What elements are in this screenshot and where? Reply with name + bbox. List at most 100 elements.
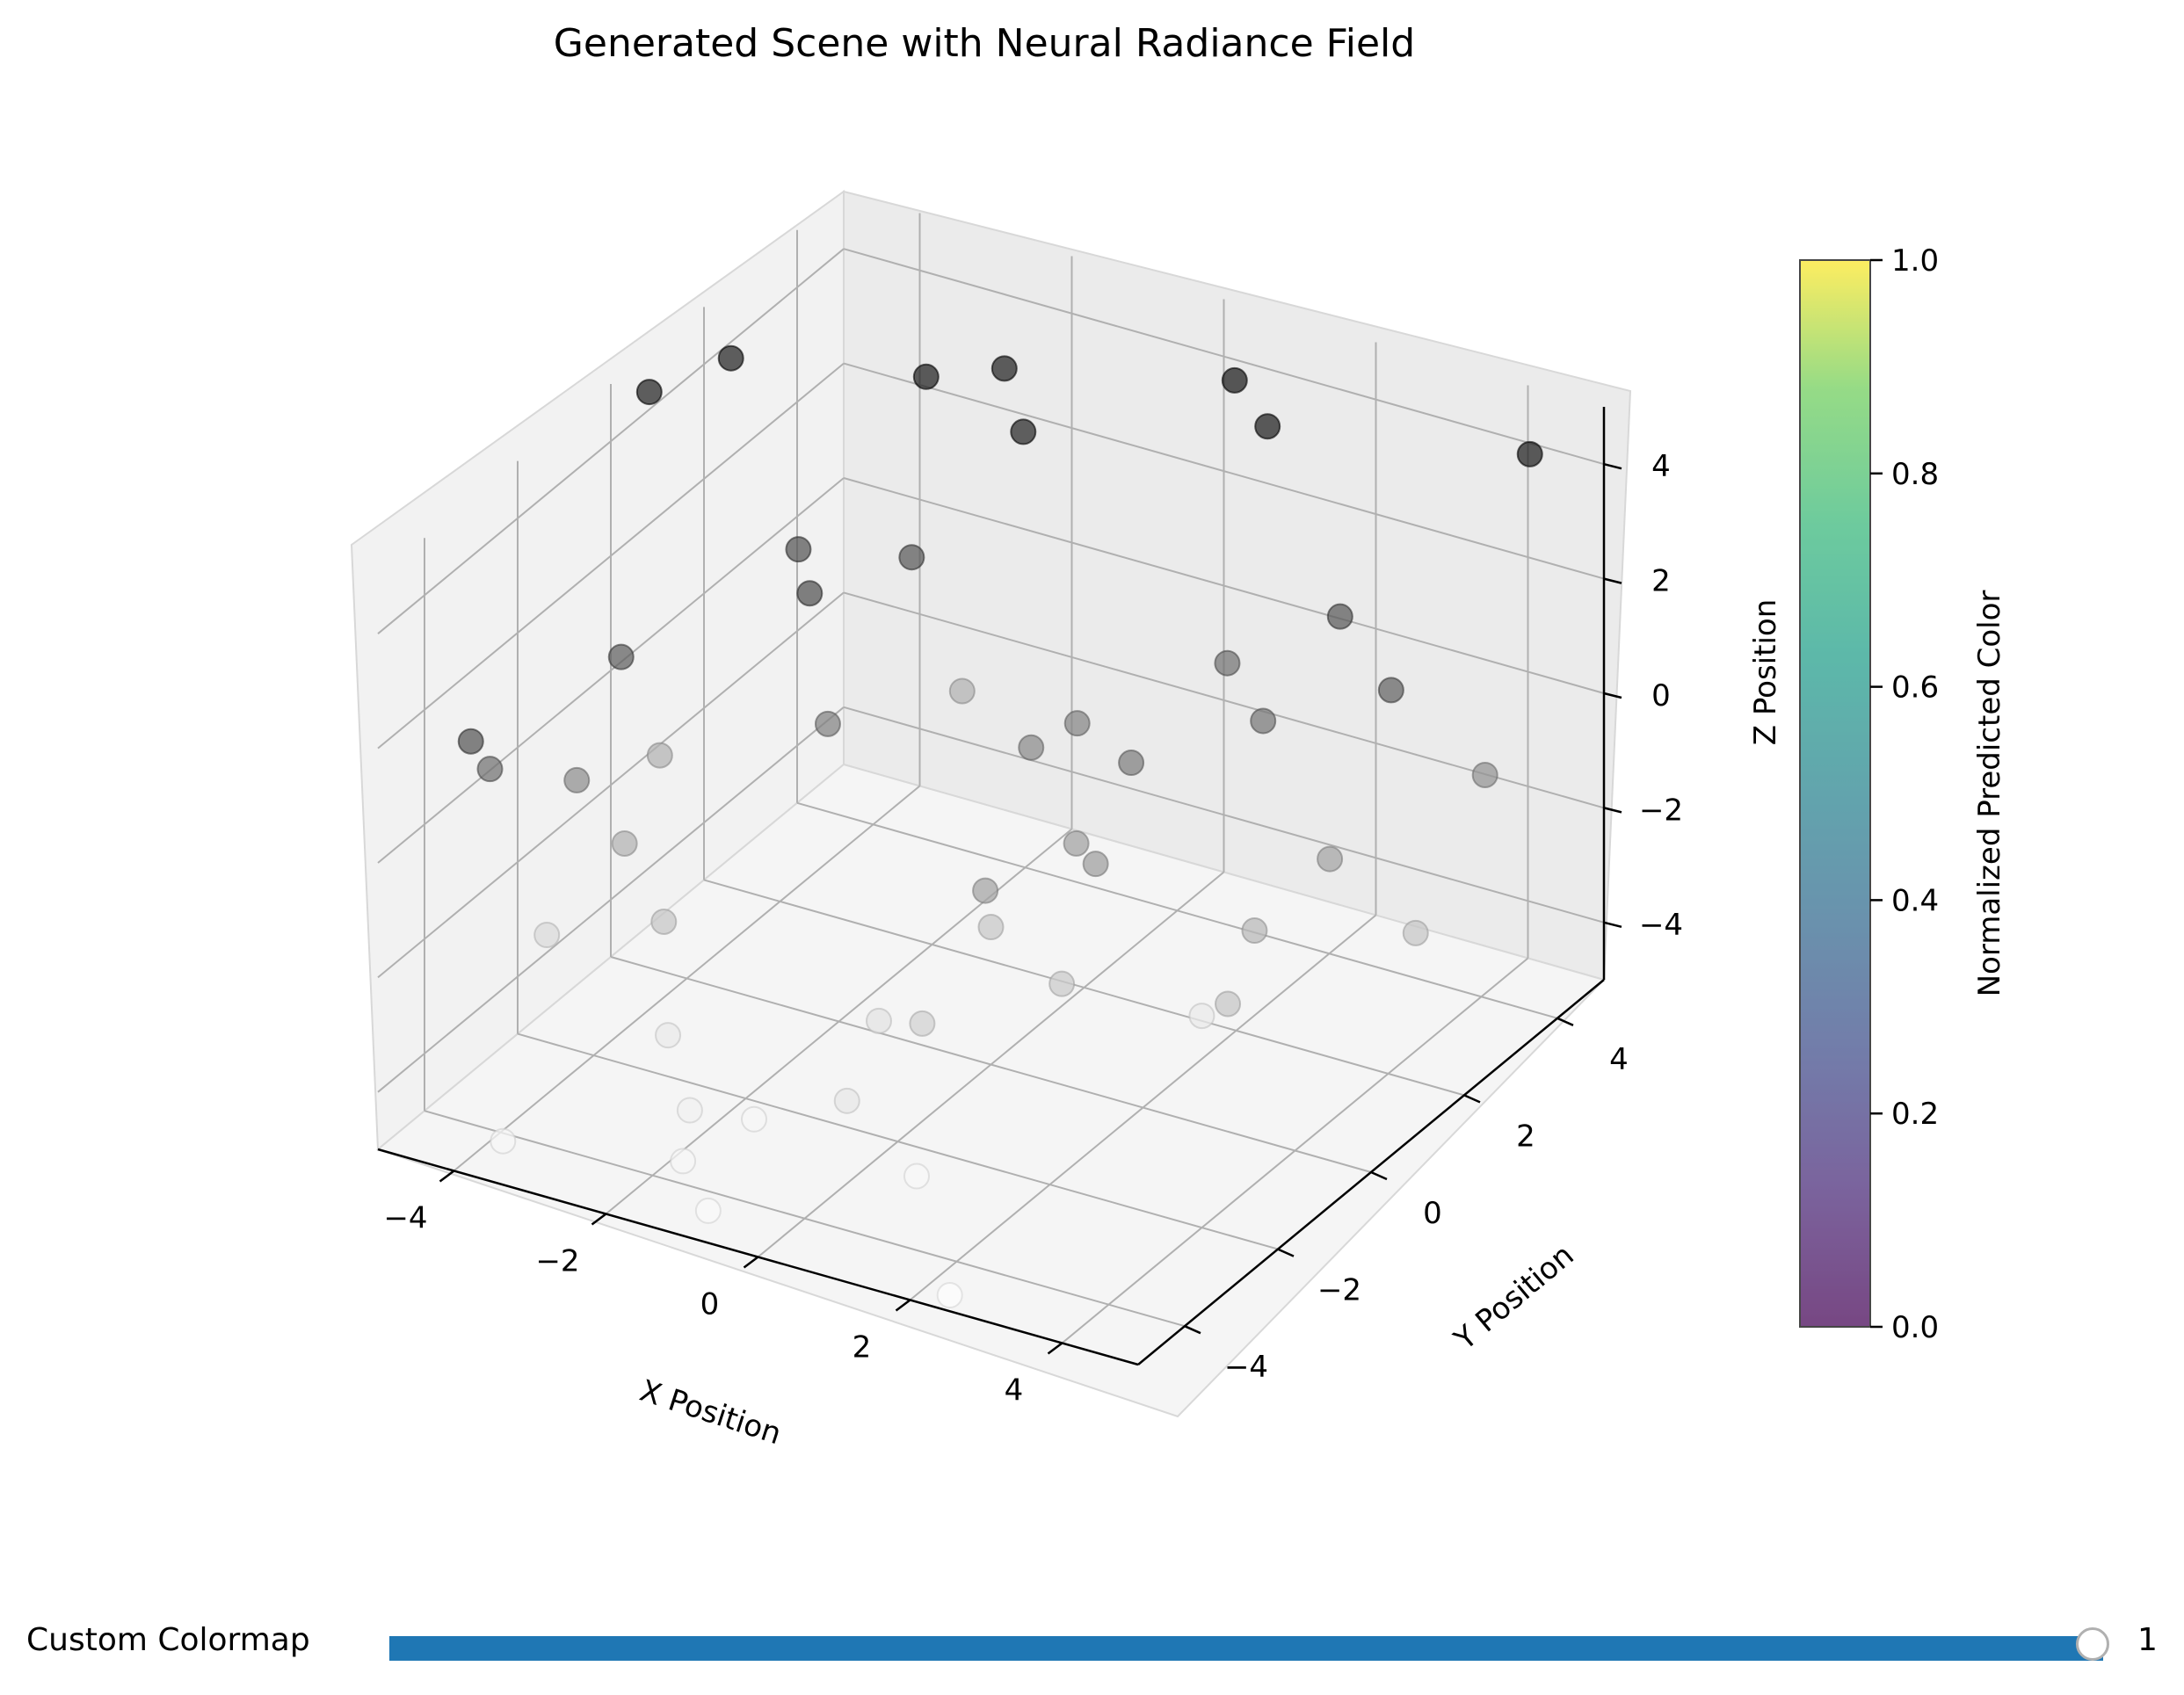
x-tick-mark [1047, 1342, 1063, 1355]
colorbar [1799, 259, 1871, 1328]
colorbar-label: Normalized Predicted Color [1972, 590, 2007, 997]
z-tick-mark [1603, 692, 1622, 699]
data-point [650, 908, 678, 935]
colorbar-tick-label: 0.2 [1891, 1097, 1939, 1132]
x-tick-label: −4 [383, 1201, 427, 1236]
x-tick-mark [591, 1213, 607, 1226]
data-point [1063, 710, 1091, 737]
x-tick-mark [439, 1170, 455, 1183]
data-point [611, 829, 638, 857]
data-point [1471, 761, 1498, 788]
data-point [977, 914, 1005, 941]
data-point [936, 1282, 963, 1309]
data-point [1326, 603, 1353, 630]
data-point [948, 677, 976, 705]
data-point [646, 742, 673, 769]
data-point [833, 1087, 860, 1114]
data-point [694, 1197, 722, 1224]
data-point [796, 580, 824, 607]
data-point [655, 1022, 682, 1049]
y-tick-label: −2 [1317, 1273, 1361, 1308]
grid-line-z-back [843, 248, 1605, 466]
grid-line-z-back [843, 706, 1605, 924]
y-tick-label: 0 [1423, 1196, 1442, 1231]
grid-line-y-floor [610, 956, 1372, 1173]
data-point [1010, 418, 1037, 445]
colorbar-tick-label: 0.8 [1891, 457, 1939, 492]
grid-line-y-floor [424, 1110, 1186, 1328]
data-point [676, 1097, 703, 1124]
y-tick-mark [1184, 1325, 1201, 1335]
data-point [607, 643, 635, 670]
data-point [635, 379, 663, 406]
slider-handle[interactable] [2076, 1627, 2109, 1661]
data-point [1048, 970, 1076, 997]
y-tick-label: 2 [1516, 1119, 1535, 1154]
data-point [1402, 919, 1429, 946]
data-point [990, 355, 1018, 382]
data-point [490, 1127, 517, 1155]
data-point [1377, 677, 1404, 704]
data-point [717, 344, 744, 372]
y-tick-label: −4 [1224, 1350, 1268, 1385]
grid-line-z-back [843, 362, 1605, 580]
z-tick-label: −4 [1639, 908, 1683, 943]
colorbar-tick-label: 0.0 [1891, 1310, 1939, 1345]
data-point [1254, 413, 1281, 440]
data-point [1118, 750, 1145, 777]
y-axis-title: Y Position [1448, 1238, 1581, 1358]
data-point [1317, 845, 1344, 873]
z-tick-mark [1603, 462, 1622, 470]
y-tick-mark [1556, 1017, 1574, 1026]
grid-line-z-back [843, 477, 1605, 694]
x-tick-label: −2 [535, 1244, 579, 1279]
data-point [533, 922, 561, 949]
x-tick-label: 4 [1005, 1373, 1024, 1409]
x-tick-label: 0 [700, 1287, 720, 1322]
z-tick-mark [1603, 921, 1622, 929]
z-tick-label: 2 [1651, 564, 1671, 599]
data-point [866, 1007, 892, 1034]
grid-line-z-side [377, 591, 845, 979]
grid-line-y-floor [796, 801, 1558, 1019]
grid-line-z-side [377, 706, 845, 1093]
colorbar-tick-label: 1.0 [1891, 243, 1939, 279]
grid-line-z-side [377, 477, 845, 864]
data-point [785, 536, 812, 563]
data-point [1188, 1003, 1215, 1030]
data-point [1516, 440, 1543, 467]
colorbar-tick-label: 0.6 [1891, 670, 1939, 706]
slider-label: Custom Colormap [26, 1622, 310, 1658]
x-tick-label: 2 [853, 1330, 872, 1365]
z-axis-title: Z Position [1748, 599, 1783, 745]
x-tick-mark [743, 1256, 759, 1269]
data-point [563, 766, 591, 793]
colorbar-ticks: 0.0 0.2 0.4 0.6 0.8 1.0 [1870, 243, 1939, 1345]
z-tick-label: −2 [1639, 793, 1683, 828]
data-point [670, 1148, 697, 1175]
data-point [1214, 649, 1241, 677]
axis-lines: −4 −2 0 2 4 −4 −2 0 2 4 −4 −2 0 2 4 [377, 407, 1683, 1409]
slider-track[interactable] [389, 1636, 2103, 1661]
data-point [457, 728, 484, 755]
y-tick-mark [1463, 1094, 1481, 1104]
x-axis-title: X Position [635, 1373, 786, 1452]
data-point [972, 877, 999, 904]
data-point [912, 363, 940, 390]
z-tick-mark [1603, 577, 1622, 584]
grid-line-z-side [377, 248, 845, 634]
data-point [1241, 917, 1268, 945]
colormap-slider[interactable]: Custom Colormap 1 [0, 1599, 2184, 1670]
grid-line-y-floor [517, 1032, 1279, 1250]
data-point [903, 1163, 930, 1190]
data-point [1018, 734, 1045, 761]
data-point [909, 1010, 936, 1037]
data-point [1082, 851, 1109, 878]
y-tick-mark [1370, 1170, 1388, 1181]
data-point [1063, 829, 1090, 857]
y-tick-mark [1277, 1248, 1295, 1257]
data-point [898, 544, 925, 571]
y-tick-label: 4 [1609, 1042, 1629, 1077]
data-points [457, 344, 1543, 1309]
